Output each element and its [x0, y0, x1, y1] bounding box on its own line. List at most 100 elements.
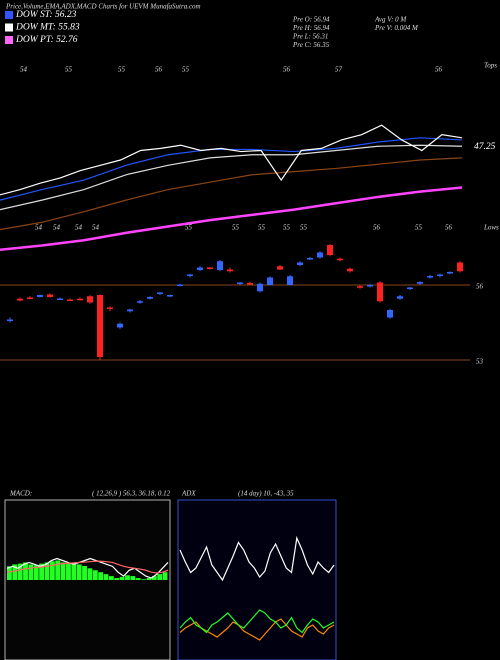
candle-body [287, 276, 293, 285]
stat: Pre H: 56.94 [292, 24, 330, 32]
candle-body [7, 319, 13, 321]
histogram-bar [98, 572, 104, 580]
low-value: 55 [415, 224, 423, 232]
candle-body [377, 282, 383, 302]
low-value: 55 [232, 224, 240, 232]
low-value: 55 [185, 224, 193, 232]
histogram-bar [82, 565, 87, 580]
macd-subtitle: ( 12,26,9 ) 56.3, 36.18, 0.12 [92, 490, 171, 498]
histogram-bar [33, 565, 39, 580]
adx-title: ADX [181, 490, 196, 498]
low-value: 54 [53, 224, 61, 232]
histogram-bar [157, 574, 163, 580]
low-value: 54 [35, 224, 43, 232]
legend-swatch [5, 36, 13, 44]
candle-body [177, 284, 183, 286]
candle-body [257, 283, 263, 292]
candle-body [17, 298, 23, 301]
histogram-bar [103, 574, 109, 580]
top-value: 55 [65, 66, 73, 74]
candle-body [57, 298, 63, 300]
candle-body [327, 245, 333, 255]
low-value: 54 [92, 224, 100, 232]
line [179, 618, 335, 641]
candle-body [347, 268, 353, 272]
line [0, 144, 463, 211]
stat: Pre C: 56.35 [292, 41, 330, 49]
candle-body [207, 267, 213, 269]
histogram-bar [108, 576, 114, 580]
legend-swatch [5, 23, 13, 32]
line [0, 124, 463, 196]
adx-subtitle: (14 day) 10, -43, 35 [238, 490, 294, 498]
legend-swatch [5, 11, 13, 19]
histogram-bar [55, 560, 61, 580]
histogram-bar [71, 562, 77, 580]
histogram-bar [12, 564, 18, 580]
histogram-bar [49, 561, 55, 580]
low-value: 55 [300, 224, 308, 232]
histogram-bar [87, 568, 93, 580]
low-value: 56 [445, 224, 453, 232]
histogram-bar [92, 570, 98, 580]
histogram-bar [141, 579, 146, 580]
candle-body [187, 274, 193, 276]
candle-body [227, 269, 233, 272]
candle-body [157, 292, 163, 294]
histogram-bar [76, 564, 82, 580]
candle-body [387, 310, 393, 318]
candle-body [117, 323, 123, 328]
low-value: 54 [75, 224, 83, 232]
macd-title: MACD: [9, 490, 32, 498]
candle-body [217, 261, 223, 270]
top-value: 56 [283, 66, 291, 74]
top-value: 56 [435, 66, 443, 74]
top-value: 54 [20, 66, 28, 74]
histogram-bar [44, 562, 50, 580]
histogram-bar [119, 576, 125, 580]
low-value: 55 [258, 224, 266, 232]
histogram-bar [135, 578, 141, 580]
candle-body [307, 258, 313, 260]
line [0, 186, 463, 251]
histogram-bar [151, 576, 157, 580]
histogram-bar [60, 562, 66, 580]
histogram-bar [125, 575, 130, 580]
stat: Pre O: 56.94 [292, 16, 330, 24]
legend-label: DOW ST: 56.23 [15, 10, 77, 20]
candle-body [437, 274, 443, 276]
candle-body [337, 258, 343, 261]
histogram-bar [162, 572, 168, 580]
top-value: 57 [335, 66, 343, 74]
adx-panel [177, 499, 337, 660]
low-value: 55 [283, 224, 291, 232]
top-value: 55 [182, 66, 190, 74]
tops-label: Tops [484, 62, 497, 70]
candle-body [137, 301, 143, 303]
lows-label: Lows [483, 224, 499, 232]
line [179, 535, 335, 582]
candle-body [297, 262, 303, 265]
candle-body [47, 294, 53, 297]
histogram-bar [114, 578, 120, 580]
candle-body [317, 252, 323, 258]
histogram-bar [146, 578, 152, 580]
candle-body [97, 295, 103, 357]
candle-body [237, 282, 243, 284]
stat: Avg V: 0 M [374, 16, 407, 24]
histogram-bar [28, 564, 34, 580]
candle-body [357, 286, 363, 288]
candle-body [197, 267, 203, 270]
candle-body [267, 277, 273, 285]
candle-body [407, 287, 413, 289]
candle-body [27, 297, 33, 299]
low-value: 56 [373, 224, 381, 232]
y-tick-label: 53 [476, 358, 484, 366]
candle-body [277, 266, 283, 270]
candle-body [37, 295, 43, 297]
histogram-bar [66, 563, 71, 580]
line [0, 157, 463, 231]
candle-body [127, 309, 133, 312]
